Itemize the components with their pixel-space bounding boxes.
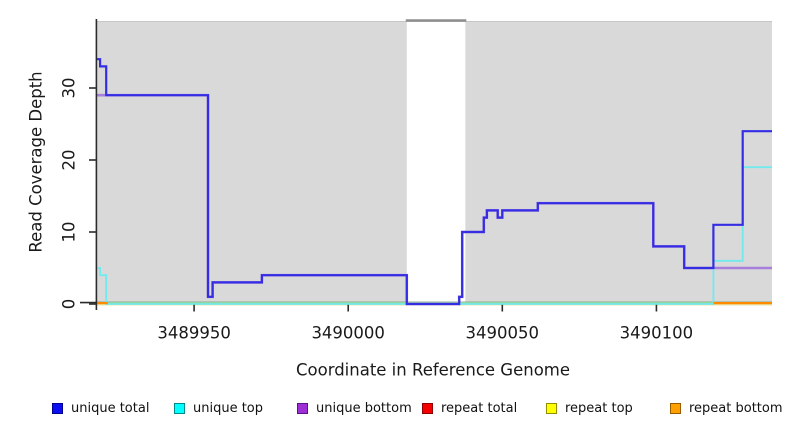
y-tick-label: 10 [59,221,79,243]
y-tick-label: 20 [59,149,79,171]
x-tick-label: 3490000 [311,323,385,343]
x-tick-label: 3490050 [465,323,540,343]
legend-swatch-icon [297,403,308,414]
legend-swatch-icon [52,403,63,414]
legend-swatch-icon [174,403,185,414]
plot-background-right [465,21,772,304]
legend-item: repeat total [422,400,517,417]
legend-label: repeat total [441,401,518,416]
legend-label: unique bottom [316,401,412,416]
legend-item: unique top [174,400,263,417]
legend-swatch-icon [670,403,681,414]
y-axis-title: Read Coverage Depth [26,71,46,253]
plot-background-left [97,21,407,304]
x-tick-label: 3490100 [619,323,694,343]
legend-item: unique bottom [297,400,412,417]
legend-label: unique top [193,401,264,416]
x-axis-title: Coordinate in Reference Genome [295,360,571,380]
legend-swatch-icon [422,403,433,414]
legend-label: repeat top [565,401,633,416]
legend-item: repeat bottom [670,400,783,417]
y-tick-label: 30 [59,77,79,99]
legend-label: unique total [71,401,150,416]
y-tick-label: 0 [59,298,79,310]
legend-swatch-icon [546,403,557,414]
legend-label: repeat bottom [689,401,783,416]
x-tick-label: 3489950 [157,323,231,343]
legend-item: unique total [52,400,149,417]
legend-item: repeat top [546,400,633,417]
series-unique-total [97,58,772,306]
